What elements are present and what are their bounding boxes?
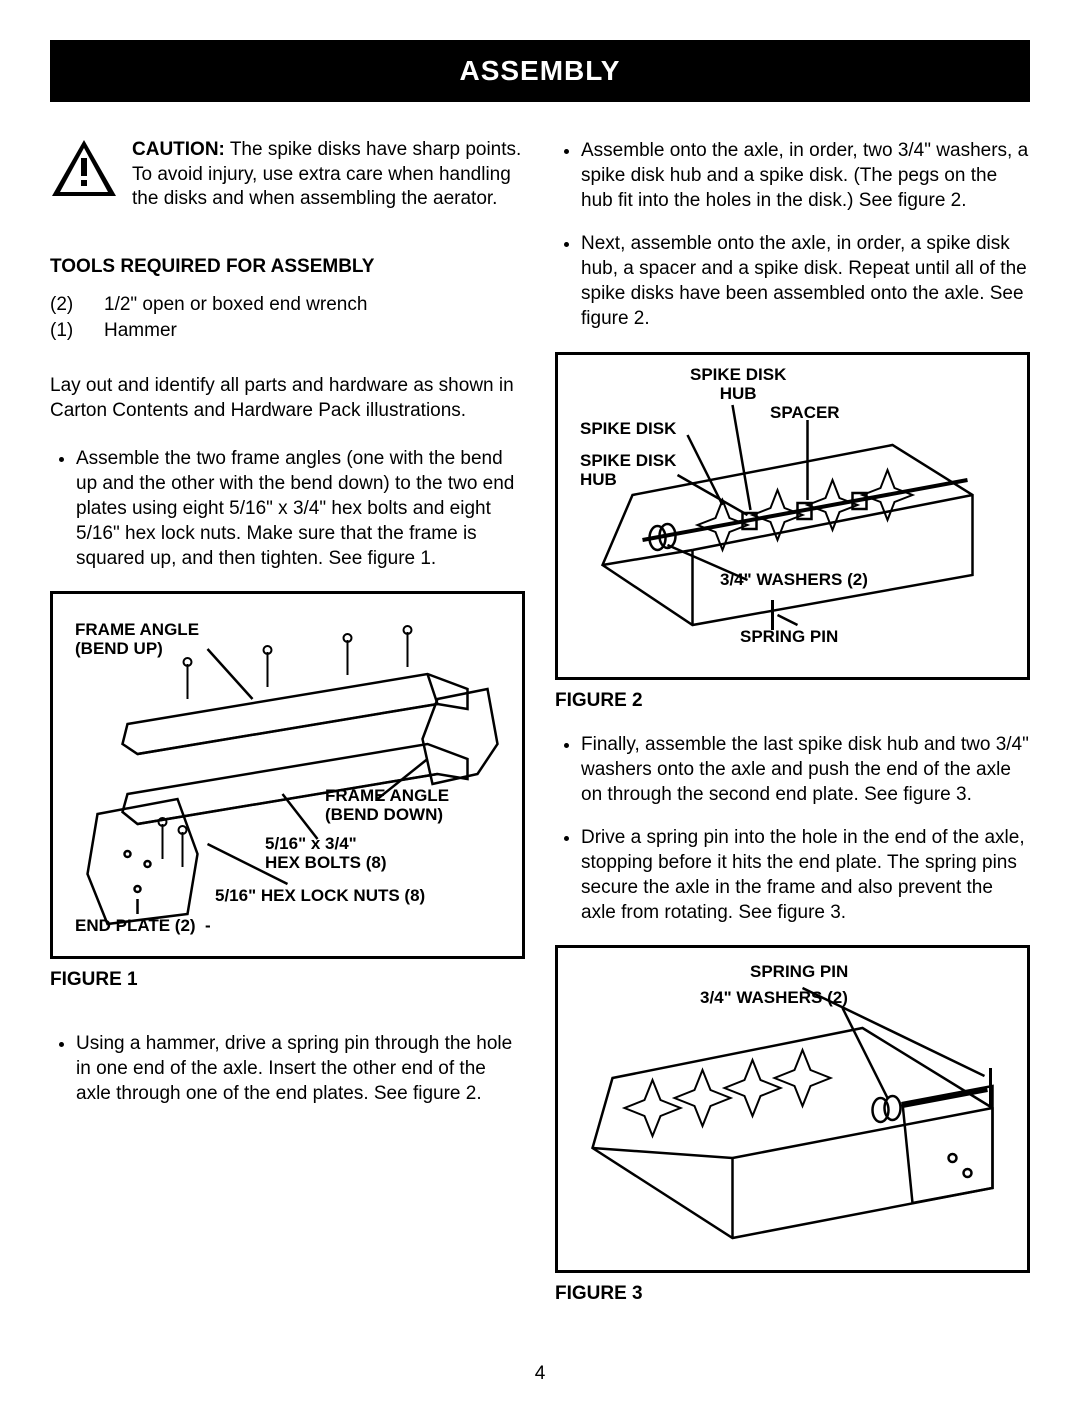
figure-1-diagram: FRAME ANGLE (BEND UP) FRAME ANGLE (BEND … [65,604,510,944]
caution-label: CAUTION: [132,139,225,160]
bullet-list: Assemble the two frame angles (one with … [50,446,525,571]
left-column: CAUTION: The spike disks have sharp poin… [50,132,525,1305]
fig1-label-frame-down: FRAME ANGLE (BEND DOWN) [325,786,449,825]
tool-name: Hammer [104,318,177,344]
figure-2-caption: FIGURE 2 [555,690,1030,712]
caution-text: CAUTION: The spike disks have sharp poin… [132,138,525,212]
fig2-label-hub-left: SPIKE DISK HUB [580,451,676,490]
tools-heading: TOOLS REQUIRED FOR ASSEMBLY [50,256,525,278]
list-item: Next, assemble onto the axle, in order, … [581,231,1030,331]
figure-3-box: SPRING PIN 3/4" WASHERS (2) [555,945,1030,1273]
fig3-label-spring-pin: SPRING PIN [750,962,848,982]
bullet-list: Assemble onto the axle, in order, two 3/… [555,138,1030,332]
fig2-label-washers: 3/4" WASHERS (2) [720,570,868,590]
fig2-label-hub-top: SPIKE DISK HUB [690,365,786,404]
list-item: Drive a spring pin into the hole in the … [581,825,1030,925]
tool-list: (2) 1/2" open or boxed end wrench (1) Ha… [50,292,525,343]
list-item: Assemble the two frame angles (one with … [76,446,525,571]
title-bar: ASSEMBLY [50,40,1030,102]
page-number: 4 [535,1363,546,1385]
columns: CAUTION: The spike disks have sharp poin… [50,132,1030,1305]
figure-1-caption: FIGURE 1 [50,969,525,991]
intro-paragraph: Lay out and identify all parts and hardw… [50,373,525,423]
fig1-label-end-plate: END PLATE (2) - [75,916,211,936]
right-column: Assemble onto the axle, in order, two 3/… [555,132,1030,1305]
bullet-list: Using a hammer, drive a spring pin throu… [50,1031,525,1106]
figure-3-diagram: SPRING PIN 3/4" WASHERS (2) [570,958,1015,1258]
warning-icon [50,138,118,198]
fig3-label-washers: 3/4" WASHERS (2) [700,988,848,1008]
fig1-label-hex-nuts: 5/16" HEX LOCK NUTS (8) [215,886,425,906]
fig2-label-spacer: SPACER [770,403,840,423]
fig2-label-spring-pin: SPRING PIN [740,627,838,647]
bullet-list: Finally, assemble the last spike disk hu… [555,732,1030,926]
fig1-label-frame-up: FRAME ANGLE (BEND UP) [75,620,199,659]
page: ASSEMBLY CAUTION: The spike disks have s… [0,0,1080,1403]
page-title: ASSEMBLY [459,55,620,87]
tool-row: (2) 1/2" open or boxed end wrench [50,292,525,318]
list-item: Using a hammer, drive a spring pin throu… [76,1031,525,1106]
fig2-label-spike-disk: SPIKE DISK [580,419,676,439]
fig1-label-hex-bolts: 5/16" x 3/4" HEX BOLTS (8) [265,834,387,873]
caution-block: CAUTION: The spike disks have sharp poin… [50,138,525,212]
figure-2-box: SPIKE DISK HUB SPACER SPIKE DISK SPIKE D… [555,352,1030,680]
tool-qty: (1) [50,318,104,344]
list-item: Finally, assemble the last spike disk hu… [581,732,1030,807]
list-item: Assemble onto the axle, in order, two 3/… [581,138,1030,213]
tool-qty: (2) [50,292,104,318]
figure-2-diagram: SPIKE DISK HUB SPACER SPIKE DISK SPIKE D… [570,365,1015,665]
tool-row: (1) Hammer [50,318,525,344]
figure-3-caption: FIGURE 3 [555,1283,1030,1305]
tool-name: 1/2" open or boxed end wrench [104,292,367,318]
figure-1-box: FRAME ANGLE (BEND UP) FRAME ANGLE (BEND … [50,591,525,959]
